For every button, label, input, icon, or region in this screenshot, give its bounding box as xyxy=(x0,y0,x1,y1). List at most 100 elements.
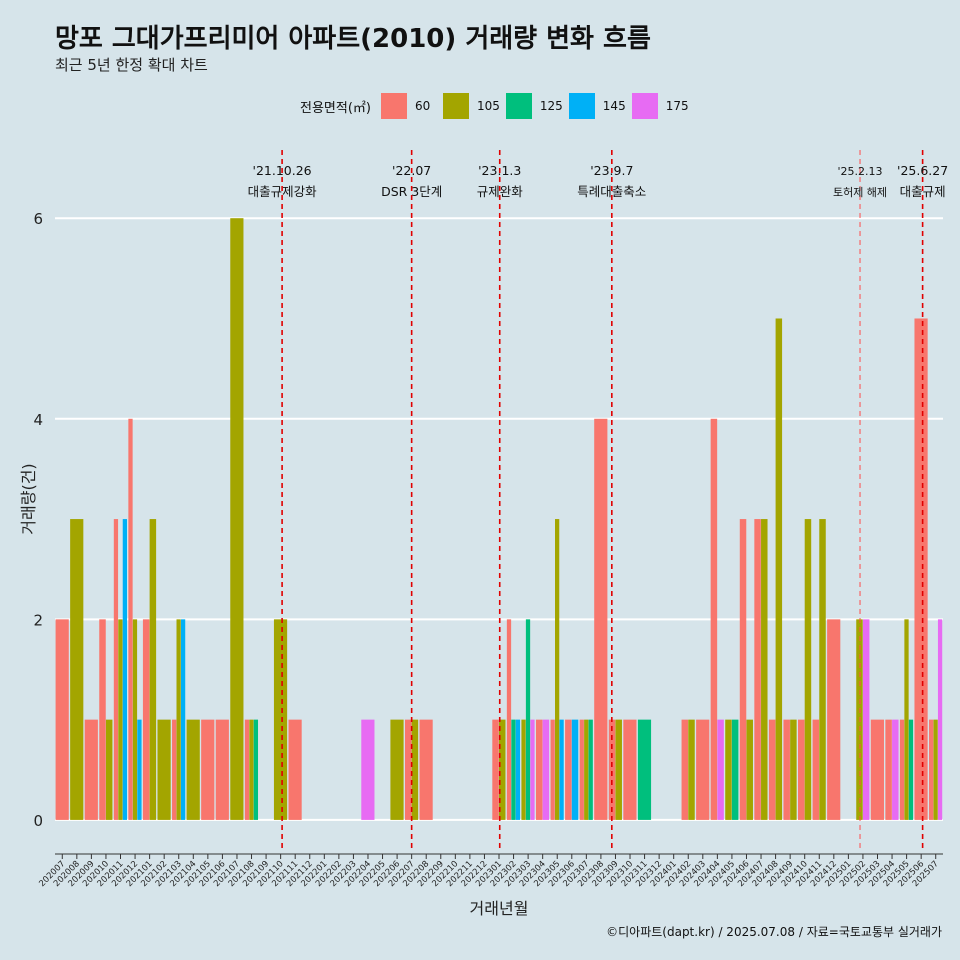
bar-202505-60 xyxy=(899,719,905,820)
y-tick-label-4: 4 xyxy=(33,411,43,429)
event-date-5: '25.2.13 xyxy=(838,165,883,178)
bar-202010-60 xyxy=(99,619,106,820)
event-label-2: DSR 3단계 xyxy=(381,184,442,199)
bar-202409-105 xyxy=(790,719,797,820)
legend-item-125: 125 xyxy=(505,93,563,119)
bar-202404-60 xyxy=(710,418,718,820)
legend-key-145 xyxy=(568,93,595,119)
bar-202305-145 xyxy=(559,719,564,820)
legend-label-175: 175 xyxy=(665,99,689,113)
bar-202310-60 xyxy=(623,719,637,820)
bar-202504-60 xyxy=(885,719,892,820)
bar-202411-60 xyxy=(812,719,820,820)
legend-item-60: 60 xyxy=(380,93,437,119)
event-date-2: '22.07 xyxy=(392,163,431,178)
bar-202502-105 xyxy=(856,619,863,820)
event-label-3: 규제완화 xyxy=(477,184,524,199)
bar-202402-60 xyxy=(681,719,689,820)
bar-202208-60 xyxy=(419,719,433,820)
bar-202411-105 xyxy=(819,519,826,820)
legend-label-60: 60 xyxy=(414,99,431,113)
bar-202207-105 xyxy=(411,719,419,820)
bar-202103-145 xyxy=(180,619,186,820)
bar-202505-125 xyxy=(908,719,914,820)
event-label-5: 토허제 해제 xyxy=(833,185,887,199)
bar-202304-60 xyxy=(535,719,543,820)
legend-item-105: 105 xyxy=(442,93,500,119)
bar-202307-125 xyxy=(588,719,593,820)
bar-202110-105 xyxy=(273,619,288,820)
bar-202204-175 xyxy=(361,719,375,820)
bar-202304-175 xyxy=(542,719,550,820)
bar-202011-145 xyxy=(122,519,128,820)
legend-key-125 xyxy=(505,93,532,119)
bar-202308-60 xyxy=(594,418,608,820)
bar-202301-105 xyxy=(499,719,506,820)
y-tick-label-6: 6 xyxy=(33,210,43,228)
event-date-4: '23.9.7 xyxy=(590,163,633,178)
event-label-4: 특례대출축소 xyxy=(577,184,646,199)
legend-label-145: 145 xyxy=(602,99,626,113)
bar-202405-105 xyxy=(725,719,732,820)
bar-202207-60 xyxy=(404,719,412,820)
bar-202011-105 xyxy=(118,619,123,820)
bar-202103-60 xyxy=(172,719,177,820)
bar-202404-175 xyxy=(717,719,724,820)
bar-202303-105 xyxy=(521,719,526,820)
bar-202012-105 xyxy=(132,619,138,820)
y-axis-title: 거래량(건) xyxy=(19,463,38,534)
bar-202101-105 xyxy=(149,519,157,820)
bar-202309-60 xyxy=(608,719,616,820)
bar-202206-105 xyxy=(390,719,404,820)
y-tick-label-0: 0 xyxy=(33,812,43,830)
bar-202106-60 xyxy=(215,719,229,820)
source-caption: ©디아파트(dapt.kr) / 2025.07.08 / 자료=국토교통부 실… xyxy=(606,925,942,939)
bar-202102-105 xyxy=(157,719,171,820)
bar-202402-105 xyxy=(688,719,695,820)
bar-202407-60 xyxy=(754,519,761,820)
bar-202307-60 xyxy=(579,719,584,820)
bar-202409-60 xyxy=(783,719,790,820)
bar-202008-105 xyxy=(70,519,84,820)
bar-202507-175 xyxy=(937,619,943,820)
legend-item-175: 175 xyxy=(631,93,689,119)
event-label-1: 대출규제강화 xyxy=(248,184,318,199)
bar-202303-125 xyxy=(525,619,531,820)
legend-item-145: 145 xyxy=(568,93,626,119)
event-date-1: '21.10.26 xyxy=(253,163,312,178)
bar-202506-60 xyxy=(914,318,928,820)
x-axis-title: 거래년월 xyxy=(470,899,529,918)
bar-202105-60 xyxy=(201,719,215,820)
legend-key-60 xyxy=(380,93,407,119)
bar-202108-105 xyxy=(249,719,254,820)
bar-202011-60 xyxy=(113,519,119,820)
event-date-6: '25.6.27 xyxy=(897,163,948,178)
bar-202507-60 xyxy=(929,719,934,820)
y-tick-label-2: 2 xyxy=(33,611,43,629)
legend: 전용면적(㎡) 60 105 125 145 175 xyxy=(300,93,695,119)
bar-202507-105 xyxy=(933,719,938,820)
bar-202502-175 xyxy=(862,619,870,820)
bar-202503-60 xyxy=(870,719,884,820)
bar-202504-175 xyxy=(892,719,899,820)
bar-202410-105 xyxy=(804,519,812,820)
legend-key-105 xyxy=(442,93,469,119)
bar-202108-60 xyxy=(244,719,250,820)
bar-202107-105 xyxy=(230,218,244,820)
bar-202311-125 xyxy=(637,719,652,820)
bar-202309-105 xyxy=(615,719,622,820)
legend-label-125: 125 xyxy=(539,99,563,113)
bar-202009-60 xyxy=(84,719,98,820)
bar-202306-145 xyxy=(571,719,579,820)
bar-202007-60 xyxy=(55,619,69,820)
bar-202405-125 xyxy=(731,719,739,820)
bar-202406-60 xyxy=(739,519,747,820)
bar-202305-105 xyxy=(554,519,560,820)
bar-202410-60 xyxy=(798,719,805,820)
bar-202104-105 xyxy=(186,719,200,820)
event-date-3: '23.1.3 xyxy=(478,163,521,178)
chart-subtitle: 최근 5년 한정 확대 차트 xyxy=(55,56,208,74)
bar-202403-60 xyxy=(696,719,710,820)
chart-title: 망포 그대가프리미어 아파트(2010) 거래량 변화 흐름 xyxy=(55,24,651,54)
